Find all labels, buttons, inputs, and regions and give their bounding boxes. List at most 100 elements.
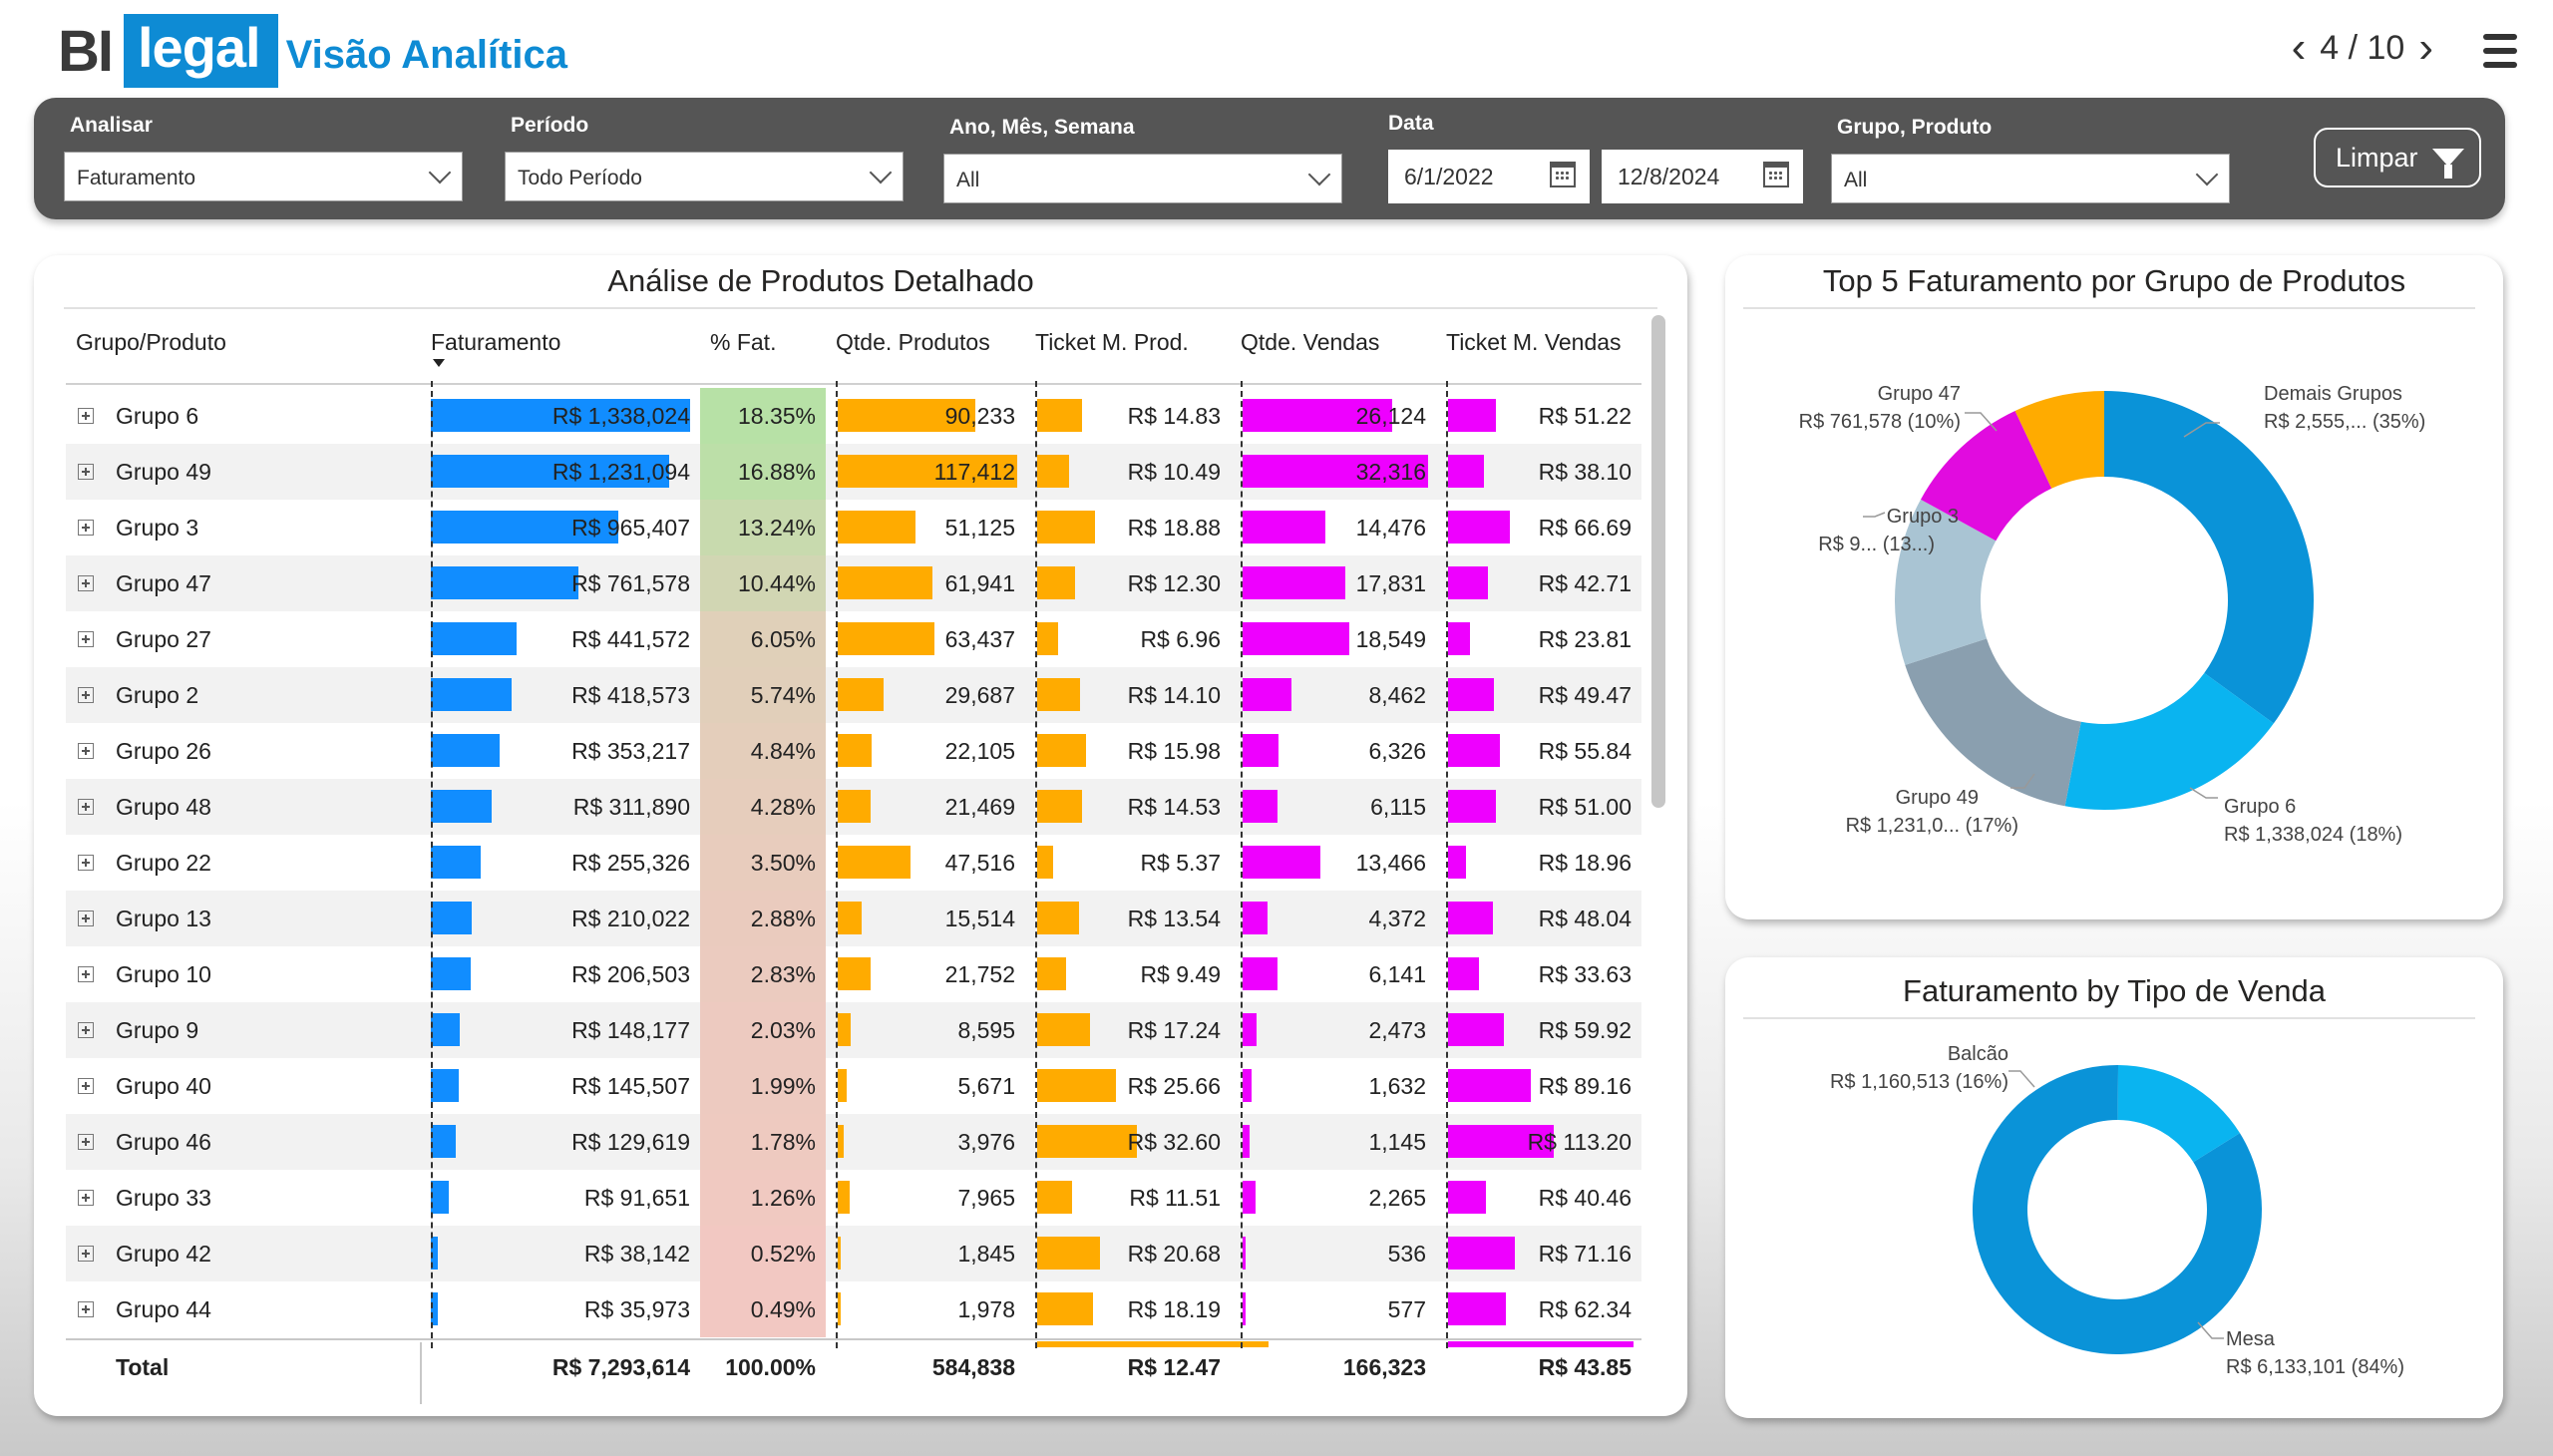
expand-row-icon[interactable] bbox=[78, 1301, 94, 1317]
qtde-vendas-bar bbox=[1243, 957, 1278, 990]
title-divider bbox=[1743, 1017, 2475, 1019]
table-row[interactable]: Grupo 22 R$ 255,326 3.50% 47,516 R$ 5.37… bbox=[66, 835, 1641, 891]
col-header-grupo[interactable]: Grupo/Produto bbox=[76, 329, 226, 355]
ticket-vendas-value: R$ 62.34 bbox=[1538, 1296, 1632, 1322]
ano-mes-semana-dropdown[interactable]: All bbox=[943, 154, 1342, 203]
ticket-vendas-bar bbox=[1448, 846, 1466, 879]
start-date-value: 6/1/2022 bbox=[1404, 164, 1494, 189]
logo-legal-text: legal bbox=[124, 14, 278, 88]
column-divider bbox=[1035, 381, 1037, 1348]
ticket-prod-bar bbox=[1037, 734, 1087, 767]
calendar-icon[interactable] bbox=[1550, 162, 1576, 187]
slice-value: R$ 6,133,101 (84%) bbox=[2226, 1356, 2405, 1378]
qtde-vendas-value: 1,145 bbox=[1368, 1129, 1426, 1155]
donut-slice-grupo-49[interactable] bbox=[1905, 638, 2081, 807]
previous-page-icon[interactable]: ‹ bbox=[2291, 23, 2307, 72]
ticket-prod-value: R$ 32.60 bbox=[1127, 1129, 1221, 1155]
expand-row-icon[interactable] bbox=[78, 1134, 94, 1150]
donut-slice-mesa[interactable] bbox=[1973, 1065, 2262, 1354]
start-date-input[interactable]: 6/1/2022 bbox=[1388, 150, 1590, 203]
expand-row-icon[interactable] bbox=[78, 1078, 94, 1094]
table-row[interactable]: Grupo 40 R$ 145,507 1.99% 5,671 R$ 25.66… bbox=[66, 1058, 1641, 1114]
table-row[interactable]: Grupo 42 R$ 38,142 0.52% 1,845 R$ 20.68 … bbox=[66, 1226, 1641, 1281]
expand-row-icon[interactable] bbox=[78, 910, 94, 926]
col-header-qtde-vendas[interactable]: Qtde. Vendas bbox=[1241, 329, 1380, 355]
table-row[interactable]: Grupo 10 R$ 206,503 2.83% 21,752 R$ 9.49… bbox=[66, 946, 1641, 1002]
expand-row-icon[interactable] bbox=[78, 799, 94, 815]
col-header-ticket-prod[interactable]: Ticket M. Prod. bbox=[1035, 329, 1189, 355]
clear-filters-button[interactable]: Limpar bbox=[2314, 128, 2481, 187]
ticket-prod-value: R$ 10.49 bbox=[1127, 459, 1221, 485]
table-row[interactable]: Grupo 48 R$ 311,890 4.28% 21,469 R$ 14.5… bbox=[66, 779, 1641, 835]
expand-row-icon[interactable] bbox=[78, 1246, 94, 1262]
ticket-vendas-value: R$ 40.46 bbox=[1538, 1185, 1632, 1211]
expand-row-icon[interactable] bbox=[78, 631, 94, 647]
table-row[interactable]: Grupo 2 R$ 418,573 5.74% 29,687 R$ 14.10… bbox=[66, 667, 1641, 723]
ticket-prod-value: R$ 14.10 bbox=[1127, 682, 1221, 708]
expand-row-icon[interactable] bbox=[78, 575, 94, 591]
faturamento-bar bbox=[431, 1069, 460, 1102]
qtde-produtos-value: 1,845 bbox=[957, 1241, 1015, 1267]
col-header-pct-fat[interactable]: % Fat. bbox=[710, 329, 777, 355]
table-row[interactable]: Grupo 33 R$ 91,651 1.26% 7,965 R$ 11.51 … bbox=[66, 1170, 1641, 1226]
expand-row-icon[interactable] bbox=[78, 520, 94, 536]
expand-row-icon[interactable] bbox=[78, 687, 94, 703]
column-divider bbox=[1241, 381, 1243, 1348]
donut-slice-demais-grupos[interactable] bbox=[2104, 391, 2314, 724]
donut-slice-grupo-6[interactable] bbox=[2064, 672, 2274, 810]
table-row[interactable]: Grupo 44 R$ 35,973 0.49% 1,978 R$ 18.19 … bbox=[66, 1281, 1641, 1337]
analisar-dropdown[interactable]: Faturamento bbox=[64, 152, 463, 201]
table-row[interactable]: Grupo 9 R$ 148,177 2.03% 8,595 R$ 17.24 … bbox=[66, 1002, 1641, 1058]
qtde-vendas-bar bbox=[1243, 846, 1320, 879]
periodo-dropdown[interactable]: Todo Período bbox=[505, 152, 904, 201]
total-faturamento: R$ 7,293,614 bbox=[551, 1354, 690, 1380]
donut-slice-grupo-47[interactable] bbox=[1920, 410, 2052, 542]
expand-row-icon[interactable] bbox=[78, 855, 94, 871]
col-header-ticket-vendas[interactable]: Ticket M. Vendas bbox=[1446, 329, 1622, 355]
col-header-qtde-produtos[interactable]: Qtde. Produtos bbox=[836, 329, 990, 355]
expand-row-icon[interactable] bbox=[78, 966, 94, 982]
ticket-vendas-bar bbox=[1448, 1125, 1554, 1158]
table-row[interactable]: Grupo 13 R$ 210,022 2.88% 15,514 R$ 13.5… bbox=[66, 891, 1641, 946]
expand-row-icon[interactable] bbox=[78, 1022, 94, 1038]
group-name: Grupo 49 bbox=[116, 459, 211, 485]
group-name: Grupo 42 bbox=[116, 1241, 211, 1267]
ano-mes-semana-value: All bbox=[956, 169, 980, 191]
qtde-vendas-value: 6,115 bbox=[1370, 794, 1426, 820]
calendar-icon[interactable] bbox=[1763, 162, 1789, 187]
table-row[interactable]: Grupo 49 R$ 1,231,094 16.88% 117,412 R$ … bbox=[66, 444, 1641, 500]
hamburger-menu-icon[interactable] bbox=[2483, 34, 2517, 68]
expand-row-icon[interactable] bbox=[78, 464, 94, 480]
qtde-produtos-value: 22,105 bbox=[944, 738, 1015, 764]
end-date-input[interactable]: 12/8/2024 bbox=[1602, 150, 1803, 203]
table-row[interactable]: Grupo 6 R$ 1,338,024 18.35% 90,233 R$ 14… bbox=[66, 388, 1641, 444]
qtde-produtos-bar bbox=[838, 455, 1017, 488]
table-row[interactable]: Grupo 27 R$ 441,572 6.05% 63,437 R$ 6.96… bbox=[66, 611, 1641, 667]
table-scrollbar[interactable] bbox=[1651, 315, 1665, 808]
donut-slice-grupo-3[interactable] bbox=[1895, 499, 1997, 665]
grupo-produto-dropdown[interactable]: All bbox=[1831, 154, 2230, 203]
expand-row-icon[interactable] bbox=[78, 743, 94, 759]
table-row[interactable]: Grupo 47 R$ 761,578 10.44% 61,941 R$ 12.… bbox=[66, 555, 1641, 611]
qtde-produtos-value: 7,965 bbox=[957, 1185, 1015, 1211]
expand-row-icon[interactable] bbox=[78, 1190, 94, 1206]
faturamento-value: R$ 148,177 bbox=[571, 1017, 690, 1043]
donut-slice-balcão[interactable] bbox=[2117, 1065, 2240, 1163]
col-header-faturamento[interactable]: Faturamento bbox=[431, 329, 561, 355]
ticket-prod-value: R$ 14.53 bbox=[1127, 794, 1221, 820]
filter-funnel-icon bbox=[2431, 149, 2464, 179]
next-page-icon[interactable]: › bbox=[2418, 23, 2433, 72]
ticket-vendas-value: R$ 89.16 bbox=[1538, 1073, 1632, 1099]
donut-slice-other[interactable] bbox=[2014, 391, 2104, 489]
faturamento-value: R$ 761,578 bbox=[571, 570, 690, 596]
pct-fat-value: 6.05% bbox=[700, 611, 826, 667]
expand-row-icon[interactable] bbox=[78, 408, 94, 424]
ticket-vendas-bar bbox=[1448, 455, 1484, 488]
table-row[interactable]: Grupo 3 R$ 965,407 13.24% 51,125 R$ 18.8… bbox=[66, 500, 1641, 555]
table-row[interactable]: Grupo 46 R$ 129,619 1.78% 3,976 R$ 32.60… bbox=[66, 1114, 1641, 1170]
slice-name: Demais Grupos bbox=[2264, 383, 2402, 405]
qtde-produtos-value: 21,469 bbox=[944, 794, 1015, 820]
sales-type-donut-chart bbox=[1973, 1065, 2262, 1354]
slice-label-mesa: Mesa R$ 6,133,101 (84%) bbox=[2226, 1325, 2404, 1381]
table-row[interactable]: Grupo 26 R$ 353,217 4.84% 22,105 R$ 15.9… bbox=[66, 723, 1641, 779]
